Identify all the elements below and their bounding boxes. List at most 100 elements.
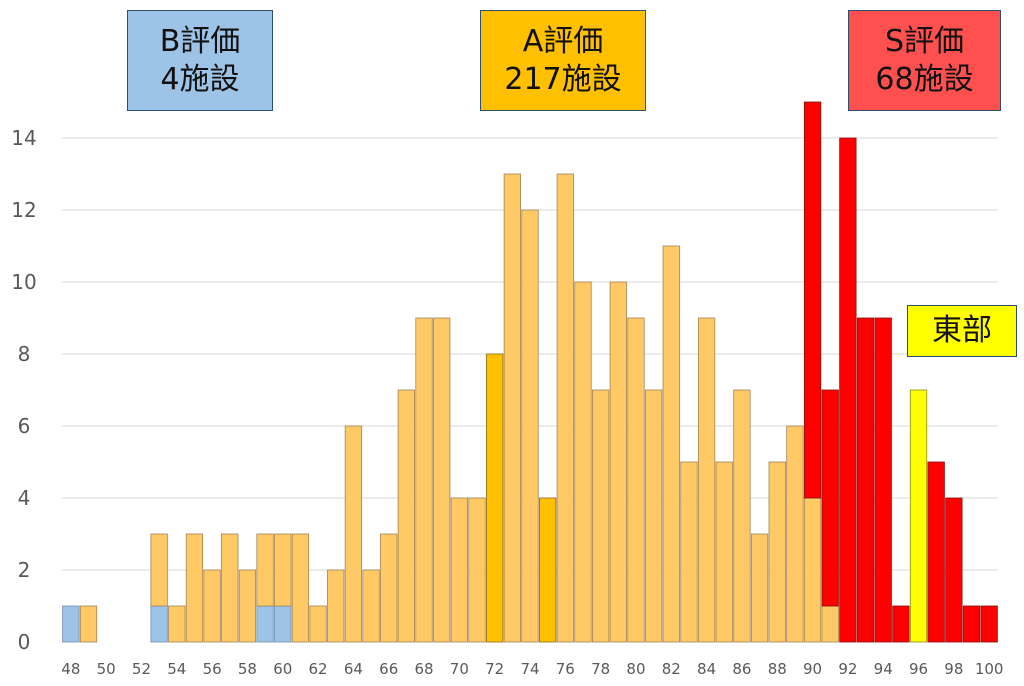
label-box-b: B評価 4施設	[127, 10, 273, 111]
x-tick-label: 68	[414, 660, 433, 678]
bar-A-84	[697, 317, 716, 643]
bar-A-90	[803, 497, 822, 643]
x-tick-label: 80	[626, 660, 645, 678]
bar-A-71	[468, 497, 486, 643]
x-tick-label: 96	[909, 660, 928, 678]
bar-A-53	[150, 533, 168, 607]
label-s-line1: S評価	[884, 23, 965, 59]
bar-S-97	[927, 461, 945, 643]
x-tick-label: 100	[975, 660, 1004, 678]
bar-S-99	[962, 605, 981, 643]
label-a-line1: A評価	[522, 23, 604, 59]
label-b-line1: B評価	[159, 23, 241, 59]
x-tick-label: 76	[556, 660, 575, 678]
bar-A-82	[662, 245, 680, 643]
bar-A-87	[750, 533, 769, 643]
y-tick-label: 0	[18, 630, 31, 654]
bar-A-73	[503, 173, 521, 643]
bar-A-55	[185, 533, 204, 643]
bar-東部-96	[909, 389, 928, 643]
bar-A-63	[327, 569, 345, 643]
bar-S-94	[874, 317, 892, 643]
x-tick-label: 60	[273, 660, 292, 678]
bar-A-highlight-72	[486, 353, 504, 643]
bar-A-54	[168, 605, 186, 643]
bar-A-59	[256, 533, 274, 607]
bar-A-70	[450, 497, 468, 643]
bar-S-90	[803, 101, 822, 499]
y-tick-label: 14	[11, 126, 36, 150]
x-tick-label: 74	[520, 660, 539, 678]
label-box-east: 東部	[907, 305, 1017, 357]
bar-S-91	[821, 389, 839, 607]
label-a-line2: 217施設	[504, 61, 622, 97]
x-tick-label: 62	[309, 660, 328, 678]
bar-A-58	[238, 569, 257, 643]
x-tick-label: 78	[591, 660, 610, 678]
bar-A-83	[680, 461, 698, 643]
bar-A-69	[433, 317, 451, 643]
bar-A-57	[221, 533, 239, 643]
bar-A-81	[644, 389, 663, 643]
bar-S-95	[892, 605, 910, 643]
bar-A-77	[574, 281, 592, 643]
label-b-line2: 4施設	[160, 61, 240, 97]
x-tick-label: 90	[803, 660, 822, 678]
bar-B-48	[62, 605, 80, 643]
bar-B-60	[274, 605, 292, 643]
bar-B-53	[150, 605, 168, 643]
bar-A-60	[274, 533, 292, 607]
x-tick-label: 98	[944, 660, 963, 678]
bar-A-66	[380, 533, 398, 643]
bar-A-64	[344, 425, 363, 643]
x-tick-label: 52	[132, 660, 151, 678]
y-tick-label: 4	[18, 486, 31, 510]
x-tick-label: 88	[768, 660, 787, 678]
x-tick-label: 82	[662, 660, 681, 678]
bar-A-67	[397, 389, 416, 643]
y-tick-label: 2	[18, 558, 31, 582]
label-s-line2: 68施設	[875, 61, 974, 97]
bar-A-79	[609, 281, 627, 643]
x-tick-label: 86	[732, 660, 751, 678]
x-tick-label: 54	[167, 660, 186, 678]
x-axis: 48 50 52 54 56 58 60 62 64 66 68 70 72 74 76 78 80 82 84 86…	[61, 660, 1003, 678]
y-tick-label: 12	[11, 198, 36, 222]
bar-A-74	[521, 209, 539, 643]
label-box-a: A評価 217施設	[480, 10, 646, 111]
bar-A-80	[627, 317, 645, 643]
y-tick-label: 8	[18, 342, 31, 366]
x-tick-label: 92	[838, 660, 857, 678]
x-tick-label: 50	[97, 660, 116, 678]
bar-A-91	[821, 605, 839, 643]
bar-A-88	[768, 461, 786, 643]
bar-A-68	[415, 317, 433, 643]
bar-A-56	[203, 569, 221, 643]
bar-A-76	[556, 173, 574, 643]
y-tick-label: 6	[18, 414, 31, 438]
bar-A-61	[291, 533, 310, 643]
bar-A-highlight-75	[539, 497, 557, 643]
bar-S-93	[856, 317, 875, 643]
x-tick-label: 66	[379, 660, 398, 678]
bar-A-49	[79, 605, 98, 643]
x-tick-label: 94	[874, 660, 893, 678]
x-tick-label: 58	[238, 660, 257, 678]
x-tick-label: 72	[485, 660, 504, 678]
y-axis: 0 2 4 6 8 10 12 14	[11, 126, 36, 654]
x-tick-label: 48	[61, 660, 80, 678]
x-tick-label: 56	[203, 660, 222, 678]
bar-S-92	[839, 137, 857, 643]
bar-A-62	[309, 605, 327, 643]
bar-A-65	[362, 569, 380, 643]
bar-B-59	[256, 605, 274, 643]
x-tick-label: 64	[344, 660, 363, 678]
bar-S-98	[945, 497, 963, 643]
x-tick-label: 84	[697, 660, 716, 678]
bar-A-89	[786, 425, 804, 643]
label-box-s: S評価 68施設	[848, 10, 1001, 111]
y-tick-label: 10	[11, 270, 36, 294]
bars	[62, 101, 998, 643]
bar-S-100	[980, 605, 998, 643]
